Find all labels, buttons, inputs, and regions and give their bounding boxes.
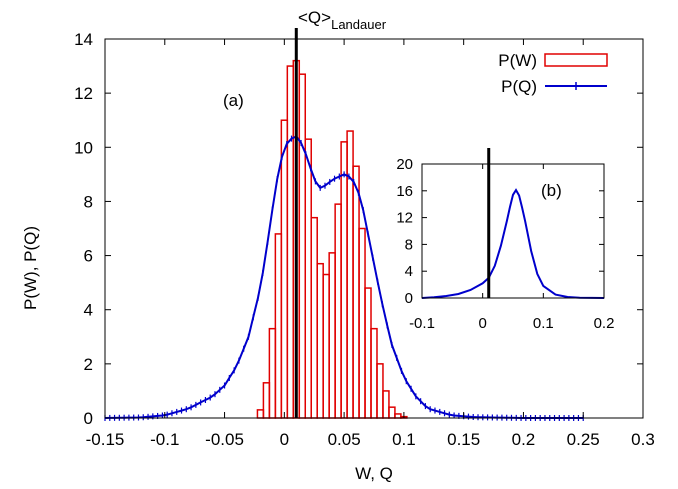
x-tick-label: 0.25 (567, 430, 600, 449)
legend: P(W) P(Q) (498, 51, 608, 96)
pw-bar (388, 406, 396, 419)
x-tick-label: -0.05 (205, 430, 244, 449)
y-tick-label: 8 (84, 192, 93, 211)
pw-bar (322, 273, 330, 419)
main-plot-frame (104, 38, 644, 419)
inset-x-tick-label: 0.1 (533, 315, 554, 332)
pw-bar (346, 130, 354, 419)
inset-x-tick-label: 0.2 (594, 315, 615, 332)
pw-bar (370, 327, 378, 419)
pw-bar (262, 382, 271, 419)
inset-y-tick-label: 20 (396, 156, 413, 173)
x-tick-label: 0.15 (447, 430, 480, 449)
x-tick-label: -0.15 (86, 430, 125, 449)
y-tick-label: 4 (84, 301, 93, 320)
y-tick-label: 10 (74, 138, 93, 157)
pw-bar (382, 390, 390, 419)
pw-bar (274, 233, 283, 419)
pw-bar (256, 409, 265, 419)
inset-x-tick-label: -0.1 (409, 315, 435, 332)
pw-bar (328, 252, 336, 419)
inset-series (421, 188, 605, 299)
x-tick-label: 0.2 (512, 430, 536, 449)
inset-background (422, 148, 604, 298)
landauer-subscript: Landauer (331, 17, 387, 32)
x-tick-label: 0 (280, 430, 289, 449)
pw-bar (340, 141, 348, 419)
pw-bar (364, 287, 372, 419)
pw-histogram (256, 59, 408, 419)
landauer-annotation: <Q>Landauer (298, 8, 387, 32)
inset-y-tick-label: 8 (405, 236, 413, 253)
legend-label-pw: P(W) (498, 51, 537, 70)
x-tick-label: 0.05 (328, 430, 361, 449)
y-tick-label: 14 (74, 30, 93, 49)
x-axis-label: W, Q (355, 464, 393, 483)
pw-bar (304, 138, 312, 419)
inset-curve (421, 188, 605, 299)
legend-label-pq: P(Q) (501, 77, 537, 96)
legend-swatch-pw (544, 53, 608, 67)
panel-label-a: (a) (223, 91, 244, 110)
pw-bar (352, 165, 360, 419)
pw-bar (358, 227, 366, 419)
pw-bar (268, 327, 277, 419)
pw-bar (316, 262, 324, 419)
pw-bar (334, 203, 342, 419)
main-ticks (104, 38, 644, 419)
y-axis-label: P(W), P(Q) (21, 226, 40, 310)
inset-y-tick-label: 4 (405, 263, 413, 280)
pw-bar (310, 216, 318, 419)
inset-plot: -0.1 0 0.1 0.2 0 4 8 12 16 20 (b) (396, 148, 614, 332)
x-tick-label: 0.3 (631, 430, 655, 449)
y-tick-label: 2 (84, 355, 93, 374)
pw-bar (394, 413, 402, 419)
main-plot: -0.15 -0.1 -0.05 0 0.05 0.1 0.15 0.2 0.25 0.3 0 2 4 6… (21, 8, 655, 483)
y-tick-label: 0 (84, 409, 93, 428)
x-tick-label: -0.1 (150, 430, 179, 449)
pw-bar (286, 65, 295, 419)
inset-y-tick-label: 12 (396, 210, 413, 227)
inset-y-tick-label: 16 (396, 183, 413, 200)
pw-bar (280, 119, 289, 419)
main-tick-labels: -0.15 -0.1 -0.05 0 0.05 0.1 0.15 0.2 0.25 0.3 0 2 4 6… (74, 30, 655, 449)
y-tick-label: 12 (74, 84, 93, 103)
inset-ticks (421, 163, 605, 299)
pw-bar (298, 73, 307, 419)
inset-x-tick-label: 0 (478, 315, 486, 332)
inset-y-tick-label: 0 (405, 290, 413, 307)
inset-tick-labels: -0.1 0 0.1 0.2 0 4 8 12 16 20 (396, 156, 614, 332)
y-tick-label: 6 (84, 247, 93, 266)
inset-frame (421, 163, 605, 299)
panel-label-b: (b) (541, 181, 562, 200)
pw-bar (376, 363, 384, 419)
x-tick-label: 0.1 (392, 430, 416, 449)
